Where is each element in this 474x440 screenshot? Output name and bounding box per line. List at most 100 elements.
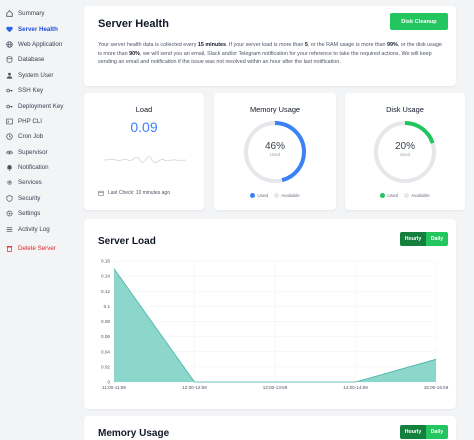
trash-icon <box>6 245 13 252</box>
sidebar-item-label: Database <box>18 56 45 64</box>
server-health-card: Server Health Disk Cleanup Your server h… <box>84 6 456 86</box>
y-tick-label: 0.04 <box>101 349 110 354</box>
heart-pulse-icon <box>6 26 13 33</box>
sidebar-item-label: System User <box>18 71 54 79</box>
clock-icon <box>6 133 13 140</box>
sidebar-item-label: Activity Log <box>18 225 50 233</box>
disk-used-label: Used <box>399 152 411 157</box>
sidebar-item-services[interactable]: Services <box>0 175 86 190</box>
sidebar-item-label: Summary <box>18 10 45 18</box>
key-icon <box>6 87 13 94</box>
sidebar-item-label: PHP CLI <box>18 117 42 125</box>
sidebar-item-web-application[interactable]: Web Application <box>0 37 86 52</box>
last-check-text: Last Check: 10 minutes ago <box>108 190 170 196</box>
server-load-chart: 0.16 0.14 0.12 0.1 0.08 0.06 0.04 0.02 011:00-11… <box>101 259 449 390</box>
globe-icon <box>6 41 13 48</box>
server-load-card: Server Load Hourly Daily 0.16 0.14 0.12 0.1… <box>84 219 456 409</box>
daily-button[interactable]: Daily <box>426 232 448 246</box>
sidebar-item-notification[interactable]: Notification <box>0 160 86 175</box>
sidebar-item-delete-server[interactable]: Delete Server <box>0 241 86 256</box>
sidebar-item-security[interactable]: Security <box>0 191 86 206</box>
memory-usage-section-card: Memory Usage Hourly Daily <box>84 416 456 440</box>
memory-section-toggle: Hourly Daily <box>400 425 448 439</box>
hourly-button[interactable]: Hourly <box>400 425 426 439</box>
terminal-icon <box>6 118 13 125</box>
sidebar-item-database[interactable]: Database <box>0 52 86 67</box>
sidebar-item-php-cli[interactable]: PHP CLI <box>0 114 86 129</box>
y-tick-label: 0.08 <box>101 319 110 324</box>
gear-icon <box>6 210 13 217</box>
sidebar-item-system-user[interactable]: System User <box>0 68 86 83</box>
cog-icon <box>6 179 13 186</box>
sidebar-item-label: Deployment Key <box>18 102 64 110</box>
x-tick-label: 13:00-13:59 <box>263 385 288 390</box>
shield-icon <box>6 195 13 202</box>
server-load-title: Server Load <box>98 236 156 247</box>
disk-center: 20% Used <box>345 141 465 157</box>
sidebar-item-supervisor[interactable]: Supervisor <box>0 145 86 160</box>
y-tick-label: 0.12 <box>101 289 110 294</box>
hourly-button[interactable]: Hourly <box>400 232 426 246</box>
sidebar-item-label: Delete Server <box>18 245 56 253</box>
sidebar-item-ssh-key[interactable]: SSH Key <box>0 83 86 98</box>
memory-percent: 46% <box>264 141 285 152</box>
sidebar-item-label: Services <box>18 179 42 187</box>
sidebar-item-label: Web Application <box>18 40 63 48</box>
health-description: Your server health data is collected eve… <box>98 42 442 66</box>
sidebar-item-settings[interactable]: Settings <box>0 206 86 221</box>
sidebar-item-label: Server Health <box>18 25 58 33</box>
legend-used: Used <box>250 193 268 198</box>
memory-section-title: Memory Usage <box>98 428 170 439</box>
page-title: Server Health <box>98 18 169 30</box>
disk-donut <box>345 119 465 185</box>
disk-legend: Used Available <box>345 193 465 198</box>
sidebar-item-server-health[interactable]: Server Health <box>0 21 86 36</box>
home-icon <box>6 10 13 17</box>
sidebar-item-label: Cron Job <box>18 133 44 141</box>
database-icon <box>6 56 13 64</box>
y-tick-label: 0.16 <box>101 259 110 264</box>
list-icon <box>6 226 13 233</box>
sidebar-item-label: Security <box>18 194 41 202</box>
x-tick-label: 12:00-12:59 <box>182 385 207 390</box>
sidebar-item-activity-log[interactable]: Activity Log <box>0 221 86 236</box>
key-icon <box>6 103 13 110</box>
legend-used: Used <box>380 193 398 198</box>
load-title: Load <box>135 105 153 114</box>
x-tick-label: 15:00-15:59 <box>424 385 449 390</box>
y-tick-label: 0.14 <box>101 274 110 279</box>
server-load-toggle: Hourly Daily <box>400 232 448 246</box>
memory-title: Memory Usage <box>249 105 301 114</box>
sidebar-item-label: SSH Key <box>18 87 44 95</box>
daily-button[interactable]: Daily <box>426 425 448 439</box>
last-check: Last Check: 10 minutes ago <box>98 190 170 196</box>
series-line <box>113 268 437 383</box>
memory-center: 46% Used <box>214 141 336 157</box>
load-card: Load 0.09 Last Check: 10 minutes ago <box>84 93 204 210</box>
disk-card: Disk Usage 20% Used Used Available <box>345 93 465 210</box>
x-tick-label: 11:00-11:59 <box>102 385 126 390</box>
sidebar-item-cron-job[interactable]: Cron Job <box>0 129 86 144</box>
legend-available: Available <box>404 193 430 198</box>
sidebar-item-label: Supervisor <box>18 148 48 156</box>
legend-available: Available <box>274 193 300 198</box>
memory-legend: Used Available <box>214 193 336 198</box>
disk-cleanup-button[interactable]: Disk Cleanup <box>390 13 448 30</box>
load-sparkline <box>104 156 186 163</box>
sidebar-item-label: Notification <box>18 164 49 172</box>
y-tick-label: 0.02 <box>101 364 110 369</box>
calendar-icon <box>98 190 104 196</box>
load-value: 0.09 <box>130 119 158 135</box>
memory-card: Memory Usage 46% Used Used Available <box>214 93 336 210</box>
disk-percent: 20% <box>394 141 415 152</box>
memory-used-label: Used <box>269 152 281 157</box>
sidebar-item-summary[interactable]: Summary <box>0 6 86 21</box>
series-area <box>114 268 436 382</box>
disk-title: Disk Usage <box>386 105 424 114</box>
user-icon <box>6 72 13 79</box>
bell-icon <box>6 164 13 171</box>
y-tick-label: 0.1 <box>104 304 111 309</box>
sidebar-item-deployment-key[interactable]: Deployment Key <box>0 98 86 113</box>
sidebar-item-label: Settings <box>18 210 41 218</box>
y-tick-label: 0 <box>107 380 110 385</box>
